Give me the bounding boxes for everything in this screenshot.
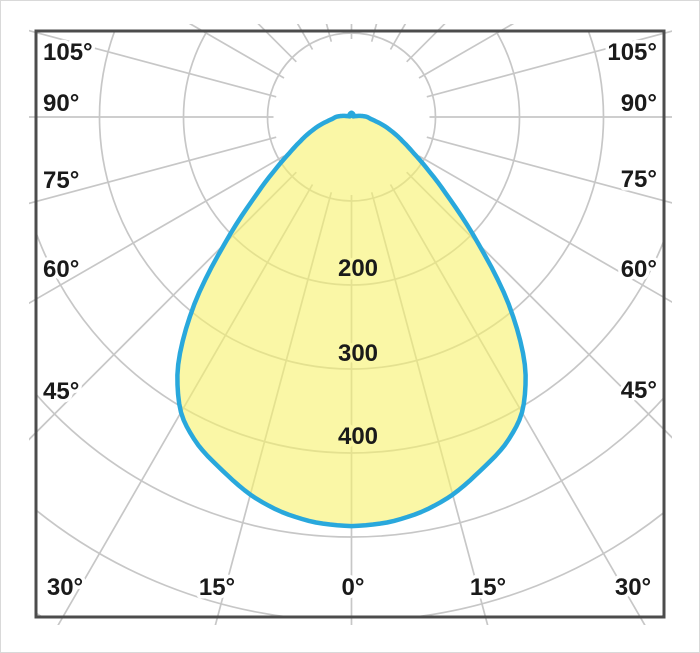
- angle-labels-bottom: 30° 15° 0° 15° 30°: [43, 571, 654, 605]
- angle-label-bottom-right-15: 15°: [470, 574, 506, 601]
- angle-label-left-60: 60°: [43, 256, 79, 283]
- angle-label-left-75: 75°: [43, 167, 79, 194]
- angle-label-bottom-left-15: 15°: [199, 574, 235, 601]
- ring-label-300: 300: [338, 340, 378, 367]
- angle-label-bottom-left-30: 30°: [47, 574, 83, 601]
- angle-label-left-90: 90°: [43, 90, 79, 117]
- angle-label-right-105: 105°: [607, 39, 657, 66]
- ring-value-labels: 200 300 400: [334, 252, 381, 454]
- angle-label-right-90: 90°: [621, 90, 657, 117]
- angle-label-bottom-right-30: 30°: [615, 574, 651, 601]
- angle-label-bottom-0: 0°: [342, 574, 365, 601]
- plot-border: [34, 29, 666, 619]
- intensity-curve: [175, 110, 528, 529]
- angle-label-right-45: 45°: [621, 377, 657, 404]
- angle-labels-left: 105° 90° 75° 60° 45°: [40, 36, 97, 409]
- ring-label-400: 400: [338, 423, 378, 450]
- angle-label-left-105: 105°: [43, 39, 93, 66]
- angle-label-right-75: 75°: [621, 166, 657, 193]
- angle-labels-right: 105° 90° 75° 60° 45°: [604, 36, 661, 408]
- angle-label-right-60: 60°: [621, 256, 657, 283]
- angle-label-left-45: 45°: [43, 378, 79, 405]
- ring-label-200: 200: [338, 255, 378, 282]
